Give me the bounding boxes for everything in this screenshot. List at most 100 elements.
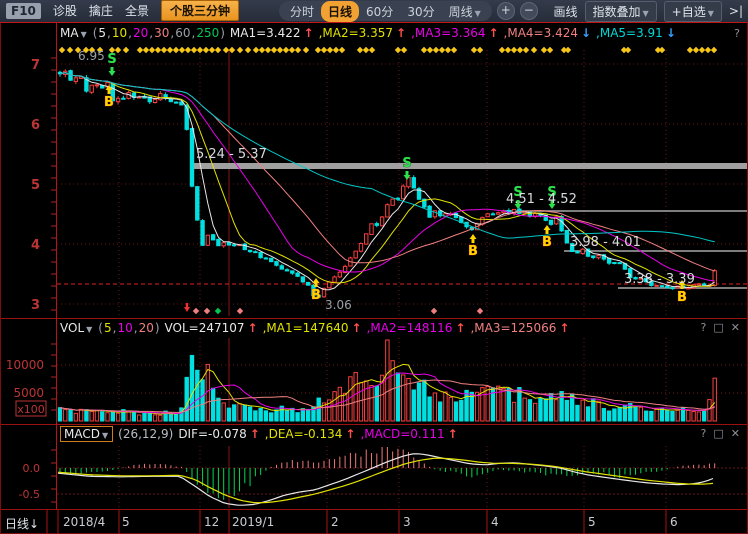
param-value: 5 [103, 321, 112, 335]
down-arrow-icon: ↓ [665, 26, 676, 40]
indicator-value: ,MA2=148116 [366, 321, 453, 335]
param-value: ) [220, 26, 225, 40]
axis-label: -0.5 [19, 488, 40, 501]
param-value: 30 [154, 26, 170, 40]
tab-weekly[interactable]: 周线 ▼ [448, 4, 481, 19]
down-arrow-icon: ↓ [580, 26, 592, 40]
tab-60min[interactable]: 60分 [366, 4, 394, 19]
indicator-value: ,MA1=147640 [262, 321, 349, 335]
up-arrow-icon: ↑ [249, 427, 260, 441]
vol-ma-lines [59, 363, 716, 415]
param-value: , [170, 26, 175, 40]
date-tick-label: 2018/4 [63, 515, 106, 529]
help-icon[interactable]: ? [734, 27, 740, 40]
tab-daily[interactable]: 日线 [321, 0, 360, 22]
date-axis: 2018/4 5 12 2019/1 2 3 4 5 6 [0, 510, 748, 534]
macd-panel-icons: ? □ ✕ [694, 427, 740, 440]
param-value: 10 [111, 26, 128, 40]
collapse-panel-icon[interactable]: >| [728, 4, 743, 18]
stock-3min-button[interactable]: 个股三分钟 [160, 0, 239, 21]
date-tick-label: 5 [122, 515, 130, 529]
chevron-down-icon: ▼ [86, 325, 93, 334]
zoom-out-button[interactable]: − [519, 2, 538, 20]
param-value: 10 [117, 321, 133, 335]
up-arrow-icon: ↑ [559, 321, 570, 335]
indicator-params: (5,10,20,30,60,250) [93, 26, 226, 40]
indicator-value: ,MA2=3.357 [318, 26, 393, 40]
f10-button[interactable]: F10 [6, 2, 41, 19]
sell-signal: S [402, 156, 411, 171]
axis-label: 4.51 - 4.52 [506, 192, 577, 207]
tab-intraday[interactable]: 分时 [290, 4, 315, 19]
ma-lines [59, 72, 715, 291]
help-icon[interactable]: ? [700, 321, 707, 334]
axis-labels: 7 6 5 4 3 10000 5000 x100 0.0 -0.5 [6, 58, 47, 501]
vol-panel-icons: ? □ ✕ [694, 321, 740, 334]
buy-signal: B [468, 244, 478, 259]
chevron-down-icon: ▼ [80, 30, 87, 39]
param-value: 60 [175, 26, 191, 40]
maximize-icon[interactable]: □ [713, 427, 724, 440]
price-annotations: 6.95 5.24 - 5.37 4.51 - 4.52 3.98 - 4.01 3.3… [78, 49, 695, 312]
index-overlay-button[interactable]: 指数叠加 ▼ [584, 0, 657, 22]
up-arrow-icon: ↑ [447, 427, 458, 441]
period-indicator[interactable]: 日线↓ [5, 517, 40, 531]
diagnose-stock-button[interactable]: 诊股 [52, 4, 77, 18]
axis-label: 0.0 [23, 462, 41, 475]
maximize-icon[interactable]: □ [713, 321, 724, 334]
axis-label: 4 [31, 238, 40, 253]
axis-label: 5.24 - 5.37 [196, 147, 267, 162]
tab-30min[interactable]: 30分 [407, 4, 435, 19]
param-value: , [128, 26, 132, 40]
toolbar-right-group: 画线 指数叠加 ▼ +自选 ▼ >| [553, 0, 743, 22]
period-pill: 分时 日线 60分 30分 周线 ▼ [279, 0, 492, 22]
up-arrow-icon: ↑ [303, 26, 314, 40]
param-value: , [149, 26, 154, 40]
vol-dropdown[interactable]: VOL ▼ [60, 321, 93, 335]
indicator-value: ,MA3=3.364 [411, 26, 486, 40]
axis-label: 5 [31, 178, 40, 193]
sell-signal: S [547, 185, 556, 200]
date-tick-label: 5 [588, 515, 596, 529]
indicator-value: MA1=3.422 [229, 26, 301, 40]
up-arrow-icon: ↑ [247, 321, 258, 335]
axis-label: 10000 [6, 358, 44, 372]
axis-label: 3.06 [325, 298, 352, 312]
buy-sell-markers: S B B S B S S B B [104, 52, 688, 306]
gap-annotations [57, 163, 747, 289]
param-value: ) [154, 321, 160, 335]
buy-signal: B [104, 95, 114, 110]
date-tick-label: 2019/1 [232, 515, 275, 529]
period-switch-group: 分时 日线 60分 30分 周线 ▼ + − [279, 0, 538, 22]
param-value: ( [98, 321, 103, 335]
param-value: (26,12,9) [118, 427, 174, 441]
indicator-value: VOL=247107 [164, 321, 245, 335]
sell-signal: S [513, 185, 522, 200]
help-icon[interactable]: ? [700, 427, 707, 440]
panorama-button[interactable]: 全景 [124, 4, 149, 18]
buy-signal: B [311, 288, 321, 303]
param-value: 20 [132, 26, 149, 40]
add-watchlist-button[interactable]: +自选 ▼ [663, 0, 722, 22]
axis-label: 6.95 [78, 49, 105, 63]
macd-indicator-header: MACD ▼ (26,12,9) DIF=-0.078 ↑ ,DEA=-0.134 ↑ ,MA… [60, 426, 460, 442]
buy-signal: B [677, 290, 687, 305]
zoom-in-button[interactable]: + [496, 2, 515, 20]
param-value: , [112, 321, 117, 335]
draw-line-button[interactable]: 画线 [553, 4, 578, 19]
ma-dropdown[interactable]: MA ▼ [60, 26, 87, 40]
close-icon[interactable]: ✕ [730, 427, 740, 440]
macd-lines [57, 453, 714, 506]
param-value: , [133, 321, 138, 335]
indicator-value: ,DEA=-0.134 [264, 427, 343, 441]
param-value: 20 [138, 321, 154, 335]
macd-dropdown[interactable]: MACD ▼ [60, 426, 114, 442]
chevron-down-icon: ▼ [101, 431, 109, 440]
indicator-params: (5,10,20) [98, 321, 160, 335]
catch-banker-button[interactable]: 擒庄 [88, 4, 113, 18]
close-icon[interactable]: ✕ [730, 321, 740, 334]
chevron-down-icon: ▼ [474, 8, 481, 18]
buy-signal: B [542, 235, 552, 250]
